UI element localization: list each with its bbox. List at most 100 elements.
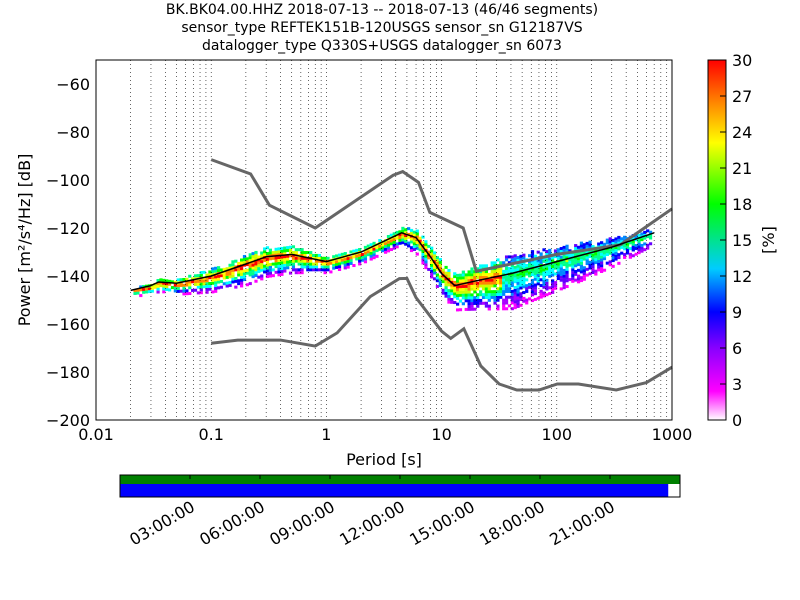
histogram-cell [392,246,396,250]
histogram-cell [530,250,535,254]
histogram-cell [559,267,563,271]
histogram-cell [323,262,327,266]
histogram-cell [430,261,434,265]
histogram-cell [516,304,520,308]
histogram-cell [464,284,468,288]
histogram-cell [214,286,218,290]
histogram-cell [421,235,425,239]
histogram-cell [470,307,474,311]
histogram-cell [245,260,249,264]
x-axis-label: Period [s] [346,450,422,469]
histogram-cell [504,278,509,282]
colorbar-tick-label: 15 [732,231,752,250]
histogram-cell [401,238,405,242]
histogram-cell [185,292,189,296]
histogram-cell [254,271,258,275]
histogram-cell [409,249,414,253]
histogram-cell [476,301,480,305]
histogram-cell [542,274,546,278]
histogram-cell [588,260,592,264]
histogram-cell [559,270,563,274]
histogram-cell [300,248,304,252]
histogram-cell [594,261,598,265]
histogram-cell [320,262,324,266]
histogram-cell [536,250,540,254]
histogram-cell [473,299,477,303]
histogram-cell [254,256,258,260]
histogram-cell [257,261,261,265]
histogram-cell [179,283,183,287]
histogram-cell [303,253,307,257]
histogram-cell [556,277,560,281]
histogram-cell [548,257,552,261]
histogram-cell [582,246,586,250]
histogram-cell [582,269,586,273]
histogram-cell [628,238,632,242]
histogram-cell [525,284,529,288]
histogram-cell [366,253,370,257]
histogram-cell [496,304,500,308]
histogram-cell [271,274,275,278]
histogram-cell [234,276,238,280]
histogram-cell [585,259,589,263]
histogram-cell [516,296,520,300]
histogram-cell [268,265,272,269]
histogram-cell [634,246,638,250]
histogram-cell [571,259,575,263]
histogram-cell [571,253,575,257]
histogram-cell [234,259,238,263]
histogram-cell [467,302,471,306]
histogram-cell [565,259,569,263]
histogram-cell [513,285,517,289]
histogram-cell [251,272,255,276]
histogram-cell [248,282,252,286]
histogram-cell [430,255,434,259]
histogram-cell [265,275,270,279]
histogram-cell [519,283,523,287]
histogram-cell [484,301,488,305]
histogram-cell [412,239,416,243]
histogram-cell [484,293,488,297]
histogram-cell [513,291,517,295]
histogram-cell [188,283,192,287]
histogram-cell [251,252,255,256]
histogram-cell [648,236,653,240]
histogram-cell [447,271,451,275]
histogram-cell [418,248,422,252]
histogram-cell [444,280,448,284]
histogram-cell [556,256,560,260]
histogram-cell [297,256,301,260]
histogram-cell [617,253,621,257]
histogram-cell [202,285,206,289]
histogram-cell [643,242,647,246]
histogram-cell [533,277,537,281]
histogram-cell [542,277,546,281]
histogram-cell [591,265,595,269]
histogram-cell [401,241,405,245]
histogram-cell [450,300,454,304]
histogram-cell [576,280,581,284]
histogram-cell [409,237,414,241]
histogram-cell [165,287,169,291]
x-tick-label: 0.01 [78,425,114,444]
histogram-cell [398,230,402,234]
histogram-cell [456,273,460,277]
histogram-cell [487,290,491,294]
histogram-cell [576,268,581,272]
histogram-cell [225,275,229,279]
histogram-cell [242,260,247,264]
histogram-cell [349,261,353,265]
histogram-cell [412,230,416,234]
histogram-cell [312,262,316,266]
histogram-cell [196,274,200,278]
histogram-cell [464,296,468,300]
histogram-cell [251,254,255,258]
histogram-cell [513,260,517,264]
histogram-cell [346,262,350,266]
histogram-cell [574,246,578,250]
histogram-cell [133,291,137,295]
histogram-cell [476,293,480,297]
histogram-cell [418,245,422,249]
histogram-cell [556,274,560,278]
histogram-cell [228,263,232,267]
